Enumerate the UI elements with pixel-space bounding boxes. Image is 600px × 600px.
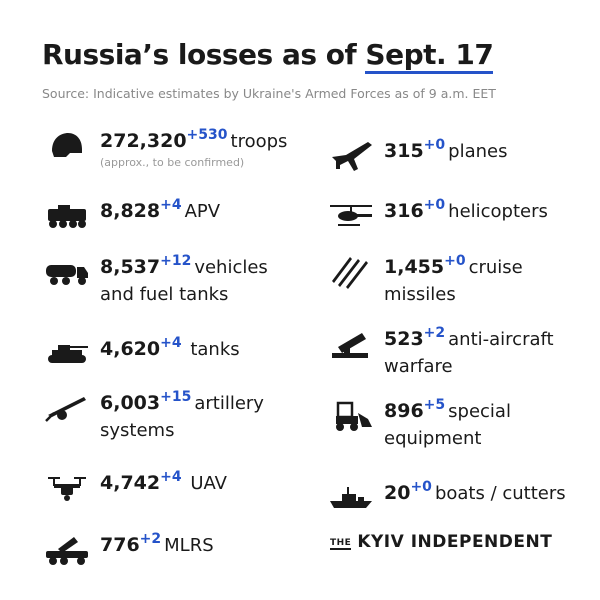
troops-note: (approx., to be confirmed) [100,156,245,169]
apv-label: APV [184,201,221,222]
stat-planes: 315+0 planes [326,137,508,174]
helicopters-value: 316 [384,200,424,222]
boats-label: boats / cutters [434,483,566,504]
loader-icon [326,398,376,434]
tank-icon [42,336,92,372]
special-label2: equipment [384,428,482,449]
antiair-label2: warfare [384,356,453,377]
special-label: special [448,401,511,422]
plane-icon [326,138,376,174]
brand-the: THE [330,538,352,550]
mlrs-label: MLRS [164,535,214,556]
helicopters-label: helicopters [448,201,548,222]
artillery-icon [42,390,92,426]
planes-value: 315 [384,140,424,162]
vehicles-label2: and fuel tanks [100,284,229,305]
boats-delta: +0 [410,479,432,495]
apv-delta: +4 [160,197,182,213]
antiair-delta: +2 [423,325,446,341]
stat-tanks: 4,620+4 tanks [42,335,240,372]
title-text: Russia’s losses as of [42,38,357,71]
apv-value: 8,828 [100,200,161,222]
stat-mlrs: 776+2 MLRS [42,531,214,568]
artillery-delta: +15 [160,389,192,405]
boats-value: 20 [384,482,411,504]
cruise-delta: +0 [444,253,466,269]
mlrs-value: 776 [100,534,140,556]
mlrs-delta: +2 [139,531,162,547]
boat-icon [326,480,376,516]
stat-artillery: 6,003+15 artillery systems [42,389,264,444]
tanks-value: 4,620 [100,338,161,360]
cruise-label2: missiles [384,284,456,305]
stat-helicopters: 316+0 helicopters [326,197,548,234]
special-value: 896 [384,400,424,422]
uav-delta: +4 [160,469,182,485]
truck-icon [42,254,92,290]
missile-icon [326,254,376,290]
stat-apv: 8,828+4 APV [42,197,221,234]
planes-label: planes [448,141,508,162]
title-date: Sept. 17 [365,38,494,71]
troops-delta: +530 [186,127,228,143]
apv-icon [42,198,92,234]
brand-logo: THE KYIV INDEPENDENT [330,532,552,552]
helicopter-icon [326,198,376,234]
brand-name: KYIV INDEPENDENT [357,532,553,552]
drone-icon [42,470,92,506]
artillery-label2: systems [100,420,175,441]
cruise-value: 1,455 [384,256,445,278]
stat-uav: 4,742+4 UAV [42,469,227,506]
helmet-icon [42,128,92,164]
vehicles-label: vehicles [194,257,268,278]
tanks-delta: +4 [160,335,182,351]
planes-delta: +0 [423,137,446,153]
stat-special: 896+5 special equipment [326,397,511,452]
special-delta: +5 [423,397,446,413]
troops-value: 272,320 [100,130,187,152]
troops-label: troops [230,131,288,152]
vehicles-value: 8,537 [100,256,161,278]
page-title: Russia’s losses as of Sept. 17 [42,38,494,71]
antiair-label: anti-aircraft [448,329,554,350]
anti-aircraft-icon [326,326,376,362]
stat-vehicles: 8,537+12 vehicles and fuel tanks [42,253,268,308]
tanks-label: tanks [190,339,240,360]
source-note: Source: Indicative estimates by Ukraine'… [42,86,496,101]
uav-value: 4,742 [100,472,161,494]
stat-antiair: 523+2 anti-aircraft warfare [326,325,554,380]
stat-cruise: 1,455+0 cruise missiles [326,253,523,308]
artillery-label: artillery [194,393,264,414]
mlrs-icon [42,532,92,568]
stat-troops: 272,320+530 troops (approx., to be confir… [42,127,288,170]
uav-label: UAV [190,473,227,494]
helicopters-delta: +0 [423,197,446,213]
vehicles-delta: +12 [160,253,192,269]
artillery-value: 6,003 [100,392,161,414]
stat-boats: 20+0 boats / cutters [326,479,566,516]
cruise-label: cruise [468,257,523,278]
antiair-value: 523 [384,328,424,350]
